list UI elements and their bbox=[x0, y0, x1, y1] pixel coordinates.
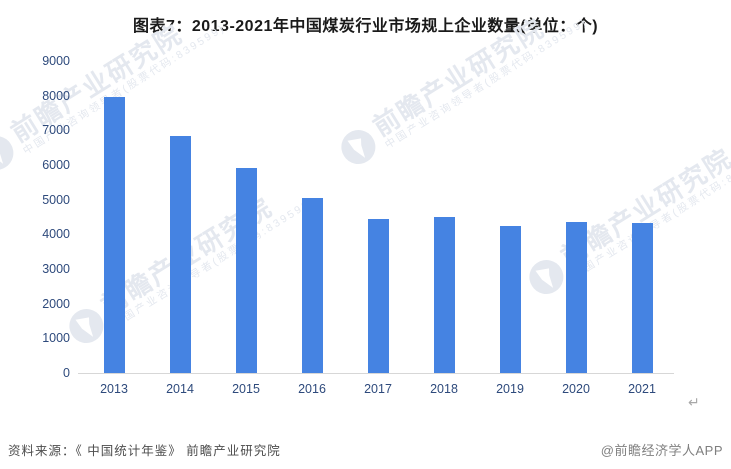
x-tick-label-2018: 2018 bbox=[430, 382, 458, 396]
bar-2020 bbox=[565, 222, 587, 373]
bar-2018 bbox=[433, 217, 455, 373]
x-tick-label-2015: 2015 bbox=[232, 382, 260, 396]
y-tick-label-5000: 5000 bbox=[42, 192, 70, 207]
y-tick-label-1000: 1000 bbox=[42, 331, 70, 346]
x-tick-label-2014: 2014 bbox=[166, 382, 194, 396]
x-tick-label-2013: 2013 bbox=[100, 382, 128, 396]
y-tick-label-7000: 7000 bbox=[42, 123, 70, 138]
x-tick-label-2020: 2020 bbox=[562, 382, 590, 396]
source-note: 资料来源：《 中国统计年鉴》 前瞻产业研究院 bbox=[8, 444, 281, 458]
bar-2016 bbox=[301, 197, 323, 373]
y-tick-label-6000: 6000 bbox=[42, 158, 70, 172]
y-tick-label-8000: 8000 bbox=[42, 88, 70, 103]
x-tick-label-2021: 2021 bbox=[628, 382, 656, 396]
y-tick-label-9000: 9000 bbox=[42, 54, 70, 68]
x-tick-label-2016: 2016 bbox=[298, 382, 326, 396]
plot-area[interactable]: 9000 8000 7000 6000 5000 4000 3000 2000 1000 0 20… bbox=[42, 54, 674, 396]
y-tick-label-0: 0 bbox=[63, 366, 70, 380]
bar-2014 bbox=[169, 135, 191, 373]
x-tick-label-2019: 2019 bbox=[496, 382, 524, 396]
bar-2013 bbox=[103, 97, 125, 373]
bar-2015 bbox=[235, 167, 257, 373]
bar-2017 bbox=[367, 219, 389, 373]
chart-title: 图表7：2013-2021年中国煤炭行业市场规上企业数量(单位：个) bbox=[132, 18, 599, 35]
y-tick-label-3000: 3000 bbox=[42, 262, 70, 276]
bar-2019 bbox=[499, 226, 521, 373]
paragraph-return-mark: ↵ bbox=[688, 394, 700, 410]
y-tick-label-4000: 4000 bbox=[42, 227, 70, 242]
y-tick-label-2000: 2000 bbox=[42, 296, 70, 311]
x-tick-label-2017: 2017 bbox=[364, 382, 392, 396]
bar-2021 bbox=[631, 222, 653, 373]
app-credit: @前瞻经济学人APP bbox=[600, 443, 723, 458]
